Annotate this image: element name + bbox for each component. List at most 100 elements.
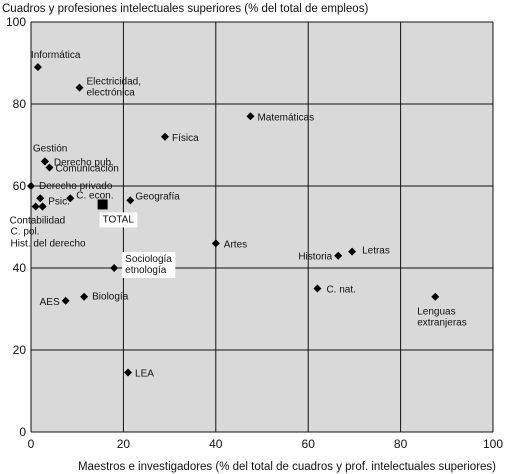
point-label: Derecho pub. — [54, 157, 114, 168]
data-point-diamond — [75, 83, 84, 92]
point-label-line: LEA — [135, 369, 154, 380]
y-tick-label: 80 — [13, 97, 27, 111]
point-label: Informática — [31, 50, 81, 61]
x-tick-label: 100 — [483, 437, 503, 451]
x-tick-label: 20 — [117, 437, 131, 451]
point-label: Derecho privado — [39, 181, 113, 192]
data-point-diamond — [126, 196, 135, 205]
point-label-line: etnología — [125, 265, 167, 276]
label-box — [99, 212, 138, 228]
grid-lines — [30, 21, 494, 433]
point-label-text: LEA — [135, 369, 154, 380]
point-label-text: C. pol. — [11, 227, 40, 238]
data-point-diamond — [124, 368, 133, 377]
point-label-text: TOTAL — [103, 214, 135, 225]
data-point-diamond — [246, 112, 255, 121]
point-label-line: AES — [40, 297, 60, 308]
point-label: LEA — [135, 369, 154, 380]
y-tick-label: 40 — [13, 261, 27, 275]
point-label-line: TOTAL — [103, 214, 135, 225]
point-label-line: Hist. del derecho — [11, 239, 86, 250]
point-label: TOTAL — [99, 212, 138, 228]
x-tick-labels: 0 20 40 60 80 100 — [28, 437, 504, 451]
point-label-line: Matemáticas — [257, 112, 314, 123]
data-points — [27, 63, 440, 377]
point-label-line: extranjeras — [417, 318, 466, 329]
x-tick-label: 80 — [394, 437, 408, 451]
x-tick-label: 40 — [209, 437, 223, 451]
point-label: Psic. — [48, 196, 70, 207]
data-point-diamond — [334, 251, 343, 260]
point-label-text: Artes — [224, 239, 247, 250]
point-label-text: Hist. del derecho — [11, 239, 86, 250]
data-point-diamond — [211, 239, 220, 248]
point-label-text: Derecho pub. — [54, 157, 114, 168]
point-label-line: Letras — [362, 246, 390, 257]
point-label-text: Electricidad, electrónica — [87, 77, 141, 99]
y-axis-title: Cuadros y profesiones intelectuales supe… — [2, 3, 368, 15]
point-label-text: C. nat. — [326, 285, 355, 296]
point-label: Artes — [224, 239, 247, 250]
point-labels: Informática Electricidad, electrónica Matem… — [10, 50, 467, 379]
point-label-line: Biología — [92, 292, 129, 303]
point-label-line: Informática — [31, 50, 81, 61]
point-label-line: Física — [172, 133, 199, 144]
y-tick-label: 20 — [13, 343, 27, 357]
point-label: Contabilidad — [10, 216, 66, 227]
data-point-diamond — [36, 194, 45, 203]
point-label-line: Derecho pub. — [54, 157, 114, 168]
point-label-text: Derecho privado — [39, 181, 113, 192]
point-label: Biología — [92, 292, 129, 303]
y-tick-label: 100 — [6, 15, 26, 29]
point-label: Lenguas extranjeras — [417, 307, 466, 329]
point-label-line: Historia — [298, 252, 332, 263]
data-point-diamond — [31, 202, 40, 211]
point-label-text: Sociología etnología — [125, 254, 172, 276]
point-label-line: Psic. — [48, 196, 70, 207]
point-label-line: electrónica — [87, 88, 136, 99]
point-label-text: Biología — [92, 292, 129, 303]
data-point-diamond — [80, 292, 89, 301]
data-point-diamond — [45, 163, 54, 172]
data-point-diamond — [160, 132, 169, 141]
data-point-square — [97, 199, 108, 210]
point-label: Historia — [298, 252, 332, 263]
point-label-text: C. econ. — [76, 190, 113, 201]
point-label-line: Comunicación — [55, 164, 118, 175]
point-label: Geografía — [135, 191, 180, 202]
point-label-line: Lenguas — [417, 307, 455, 318]
point-label-text: Física — [172, 133, 199, 144]
point-label-text: Matemáticas — [257, 112, 314, 123]
x-tick-label: 60 — [302, 437, 316, 451]
point-label-line: Electricidad, — [87, 77, 141, 88]
point-label: Matemáticas — [257, 112, 314, 123]
y-tick-label: 0 — [19, 425, 26, 439]
point-label: C. pol. — [11, 227, 40, 238]
point-label: Letras — [362, 246, 390, 257]
data-point-diamond — [38, 202, 47, 211]
point-label-text: AES — [40, 297, 60, 308]
point-label-line: C. nat. — [326, 285, 355, 296]
point-label-line: Derecho privado — [39, 181, 113, 192]
data-point-diamond — [348, 247, 357, 256]
point-label-line: Geografía — [135, 191, 180, 202]
point-label-line: Contabilidad — [10, 216, 66, 227]
data-point-diamond — [110, 264, 119, 272]
point-label-text: Informática — [31, 50, 81, 61]
point-label-line: Gestión — [33, 143, 67, 154]
x-axis-title: Maestros e investigadores (% del total d… — [78, 461, 496, 473]
x-tick-label: 0 — [28, 437, 35, 451]
data-point-diamond — [431, 292, 440, 301]
point-label: C. econ. — [76, 190, 113, 201]
point-label-text: Historia — [298, 252, 332, 263]
point-label: Física — [172, 133, 199, 144]
point-label-text: Gestión — [33, 143, 67, 154]
point-label-text: Geografía — [135, 191, 180, 202]
point-label: C. nat. — [326, 285, 355, 296]
y-tick-labels: 0 20 40 60 80 100 — [6, 15, 26, 439]
data-point-diamond — [313, 284, 322, 293]
data-point-diamond — [40, 157, 49, 166]
point-label: Electricidad, electrónica — [87, 77, 141, 99]
point-label-text: Comunicación — [55, 164, 118, 175]
